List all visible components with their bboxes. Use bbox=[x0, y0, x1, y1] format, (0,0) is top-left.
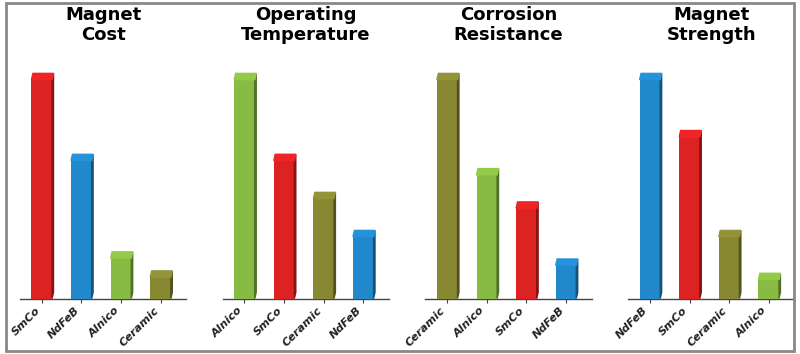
Polygon shape bbox=[334, 192, 335, 298]
Bar bbox=[477, 175, 497, 298]
Polygon shape bbox=[131, 252, 133, 298]
Polygon shape bbox=[679, 131, 702, 137]
Polygon shape bbox=[437, 73, 459, 80]
Polygon shape bbox=[458, 73, 459, 298]
Bar bbox=[516, 208, 537, 298]
Polygon shape bbox=[110, 252, 133, 258]
Bar bbox=[758, 280, 779, 298]
Bar bbox=[719, 237, 739, 298]
Bar bbox=[150, 277, 171, 298]
Polygon shape bbox=[314, 192, 335, 199]
Title: Magnet
Cost: Magnet Cost bbox=[65, 6, 142, 44]
Polygon shape bbox=[171, 271, 172, 298]
Polygon shape bbox=[556, 259, 578, 265]
Bar bbox=[314, 199, 334, 298]
Polygon shape bbox=[739, 230, 741, 298]
Polygon shape bbox=[353, 230, 375, 237]
Polygon shape bbox=[640, 73, 662, 80]
Bar bbox=[71, 160, 92, 298]
Bar bbox=[679, 137, 700, 298]
Bar bbox=[274, 160, 294, 298]
Polygon shape bbox=[52, 73, 54, 298]
Polygon shape bbox=[576, 259, 578, 298]
Polygon shape bbox=[660, 73, 662, 298]
Polygon shape bbox=[758, 273, 781, 280]
Title: Magnet
Strength: Magnet Strength bbox=[666, 6, 756, 44]
Polygon shape bbox=[537, 202, 538, 298]
Polygon shape bbox=[516, 202, 538, 208]
Bar bbox=[31, 80, 52, 298]
Polygon shape bbox=[150, 271, 172, 277]
Polygon shape bbox=[700, 131, 702, 298]
Polygon shape bbox=[497, 169, 498, 298]
Polygon shape bbox=[294, 154, 296, 298]
Polygon shape bbox=[254, 73, 256, 298]
Polygon shape bbox=[71, 154, 93, 160]
Polygon shape bbox=[719, 230, 741, 237]
Bar bbox=[353, 237, 374, 298]
Polygon shape bbox=[779, 273, 781, 298]
Polygon shape bbox=[92, 154, 93, 298]
Polygon shape bbox=[234, 73, 256, 80]
Polygon shape bbox=[274, 154, 296, 160]
Polygon shape bbox=[477, 169, 498, 175]
Bar bbox=[437, 80, 458, 298]
Bar bbox=[234, 80, 254, 298]
Polygon shape bbox=[374, 230, 375, 298]
Bar bbox=[556, 265, 576, 298]
Polygon shape bbox=[31, 73, 54, 80]
Bar bbox=[110, 258, 131, 298]
Title: Operating
Temperature: Operating Temperature bbox=[241, 6, 370, 44]
Title: Corrosion
Resistance: Corrosion Resistance bbox=[454, 6, 563, 44]
Bar bbox=[640, 80, 660, 298]
